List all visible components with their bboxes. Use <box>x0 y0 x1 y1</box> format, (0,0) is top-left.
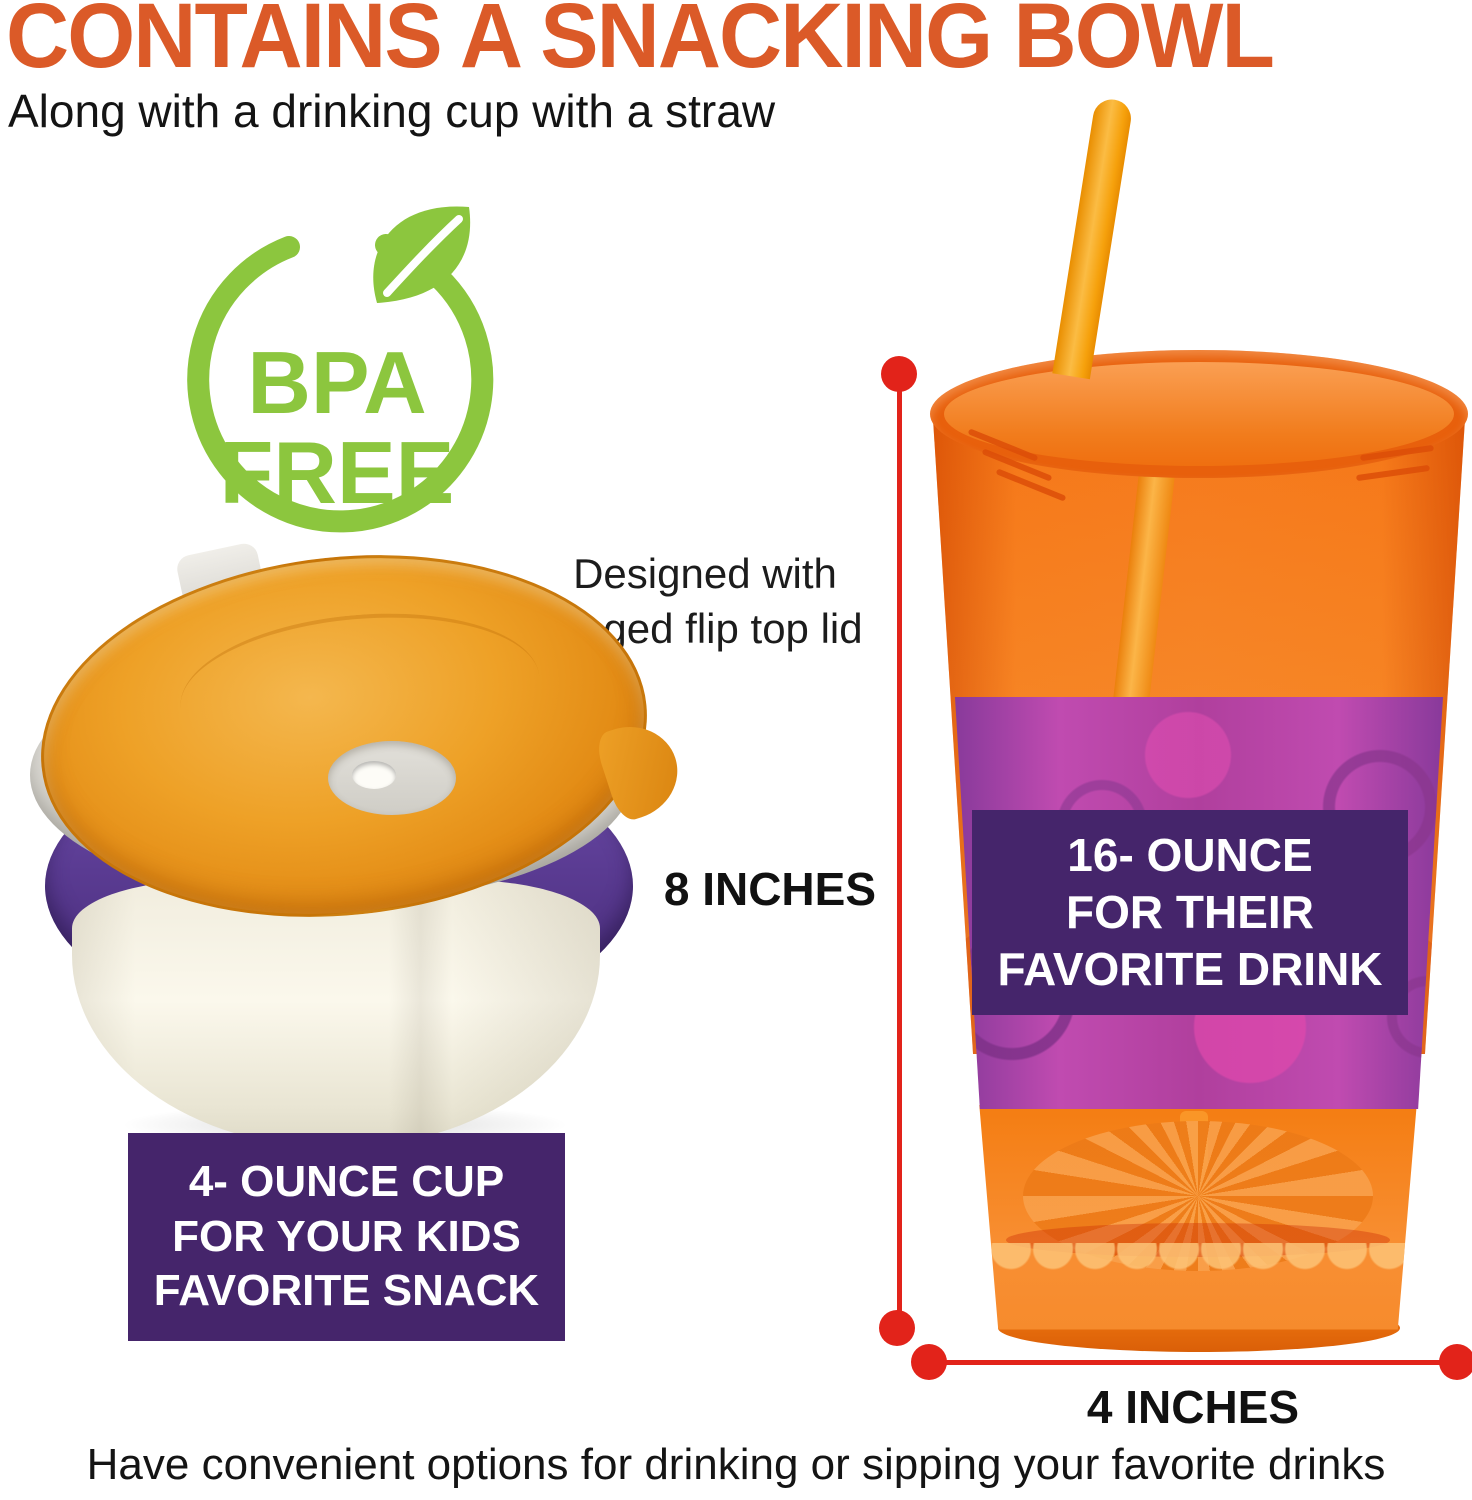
width-measure-line <box>929 1360 1457 1365</box>
height-measure-label: 8 INCHES <box>663 863 876 915</box>
snack-cup-body <box>72 880 600 1148</box>
footer-note: Have convenient options for drinking or … <box>86 1440 1386 1489</box>
base-scallop-band <box>990 1243 1408 1299</box>
bpa-text-line2: FREE <box>220 423 455 522</box>
drink-callout-box: 16- OUNCE FOR THEIR FAVORITE DRINK <box>972 810 1408 1015</box>
bpa-circle-arc <box>187 234 494 533</box>
page-title: CONTAINS A SNACKING BOWL <box>6 0 1275 87</box>
page-subtitle: Along with a drinking cup with a straw <box>8 85 776 137</box>
bpa-free-badge: BPA FREE <box>165 185 510 545</box>
drink-cup-opening <box>944 362 1454 466</box>
snack-callout-line3: FAVORITE SNACK <box>153 1266 540 1316</box>
bpa-leaf-vein <box>383 215 463 297</box>
bpa-text-line1: BPA <box>247 333 426 432</box>
drink-cup-base <box>979 1105 1417 1330</box>
lid-callout: Designed with hinged flip top lid <box>495 546 915 657</box>
lid-callout-line1: Designed with <box>573 550 837 597</box>
drink-callout-line3: FAVORITE DRINK <box>997 943 1383 996</box>
height-measure-dot-bottom <box>879 1310 915 1346</box>
height-measure-dot-top <box>881 356 917 392</box>
snack-cup-photo <box>22 526 690 1155</box>
snack-callout-box: 4- OUNCE CUP FOR YOUR KIDS FAVORITE SNAC… <box>128 1133 565 1341</box>
drink-callout-line2: FOR THEIR <box>1066 885 1314 938</box>
width-measure-dot-left <box>911 1344 947 1380</box>
width-measure-label: 4 INCHES <box>1086 1381 1300 1433</box>
width-measure-dot-right <box>1439 1344 1472 1380</box>
drink-callout-line1: 16- OUNCE <box>1067 828 1313 881</box>
snack-callout-line1: 4- OUNCE CUP <box>188 1157 505 1207</box>
snack-cup-vent-hole <box>352 761 396 789</box>
straw-icon <box>1052 96 1134 380</box>
height-measure-line <box>897 373 902 1328</box>
bpa-circle-icon: BPA FREE <box>187 206 494 533</box>
snack-callout-line2: FOR YOUR KIDS <box>172 1211 521 1261</box>
